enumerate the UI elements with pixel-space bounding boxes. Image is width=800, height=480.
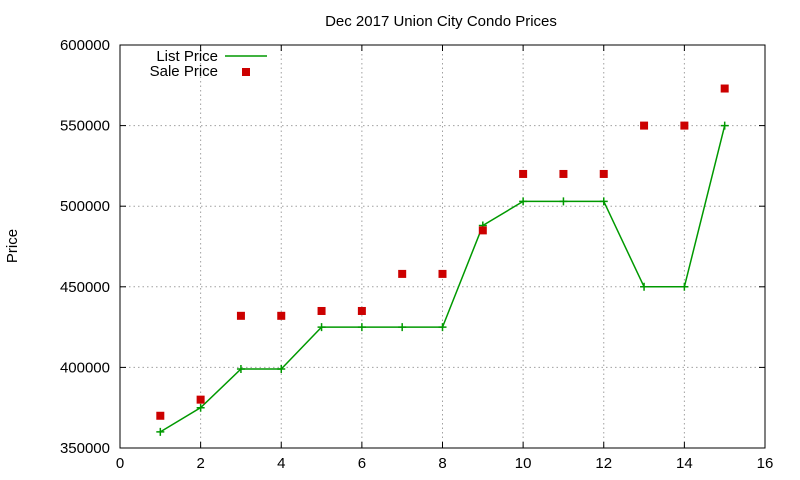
data-point-list-price [559, 197, 568, 206]
x-tick-label: 4 [277, 455, 285, 472]
data-point-list-price [720, 121, 729, 130]
y-tick-label: 500000 [60, 198, 110, 215]
y-axis-label: Price [4, 229, 21, 263]
y-tick-label: 400000 [60, 359, 110, 376]
series-sale-price [156, 84, 729, 420]
data-point-sale-price [478, 226, 487, 235]
data-point-list-price [277, 365, 286, 374]
x-tick-label: 16 [757, 455, 774, 472]
x-tick-label: 10 [515, 455, 532, 472]
data-point-sale-price [438, 269, 447, 278]
data-point-sale-price [398, 269, 407, 278]
legend: List Price Sale Price [150, 48, 267, 80]
y-tick-label: 600000 [60, 37, 110, 54]
legend-label-sale-price: Sale Price [150, 63, 218, 80]
data-point-sale-price [317, 306, 326, 315]
x-tick-label: 12 [595, 455, 612, 472]
data-point-list-price [196, 403, 205, 412]
x-tick-label: 2 [196, 455, 204, 472]
data-point-list-price [156, 427, 165, 436]
data-point-sale-price [196, 395, 205, 404]
data-point-sale-price [680, 121, 689, 130]
data-point-sale-price [357, 306, 366, 315]
y-tick-label: 450000 [60, 279, 110, 296]
grid-lines [120, 45, 765, 448]
x-tick-label: 0 [116, 455, 124, 472]
x-tick-label: 14 [676, 455, 693, 472]
data-point-list-price [438, 323, 447, 332]
data-point-list-price [398, 323, 407, 332]
data-point-list-price [680, 282, 689, 291]
y-tick-label: 350000 [60, 440, 110, 457]
data-point-sale-price [519, 169, 528, 178]
data-point-sale-price [559, 169, 568, 178]
x-tick-label: 8 [438, 455, 446, 472]
legend-swatch-sale-price [242, 68, 250, 76]
y-tick-label: 550000 [60, 118, 110, 135]
data-point-list-price [640, 282, 649, 291]
series-list-price [156, 121, 729, 436]
data-point-sale-price [277, 311, 286, 320]
data-point-sale-price [599, 169, 608, 178]
data-point-sale-price [720, 84, 729, 93]
data-point-list-price [599, 197, 608, 206]
data-point-list-price [357, 323, 366, 332]
legend-label-list-price: List Price [156, 48, 218, 65]
data-point-list-price [236, 365, 245, 374]
plot-border [119, 44, 766, 449]
x-tick-label: 6 [358, 455, 366, 472]
data-point-sale-price [156, 411, 165, 420]
data-point-sale-price [640, 121, 649, 130]
chart-title: Dec 2017 Union City Condo Prices [325, 13, 557, 30]
axis-tick-labels: 0 2 4 6 8 10 12 14 16 350000 400000 450000 500000 550… [60, 37, 773, 472]
series-group [156, 84, 729, 436]
data-point-list-price [317, 323, 326, 332]
data-point-sale-price [236, 311, 245, 320]
data-point-list-price [519, 197, 528, 206]
